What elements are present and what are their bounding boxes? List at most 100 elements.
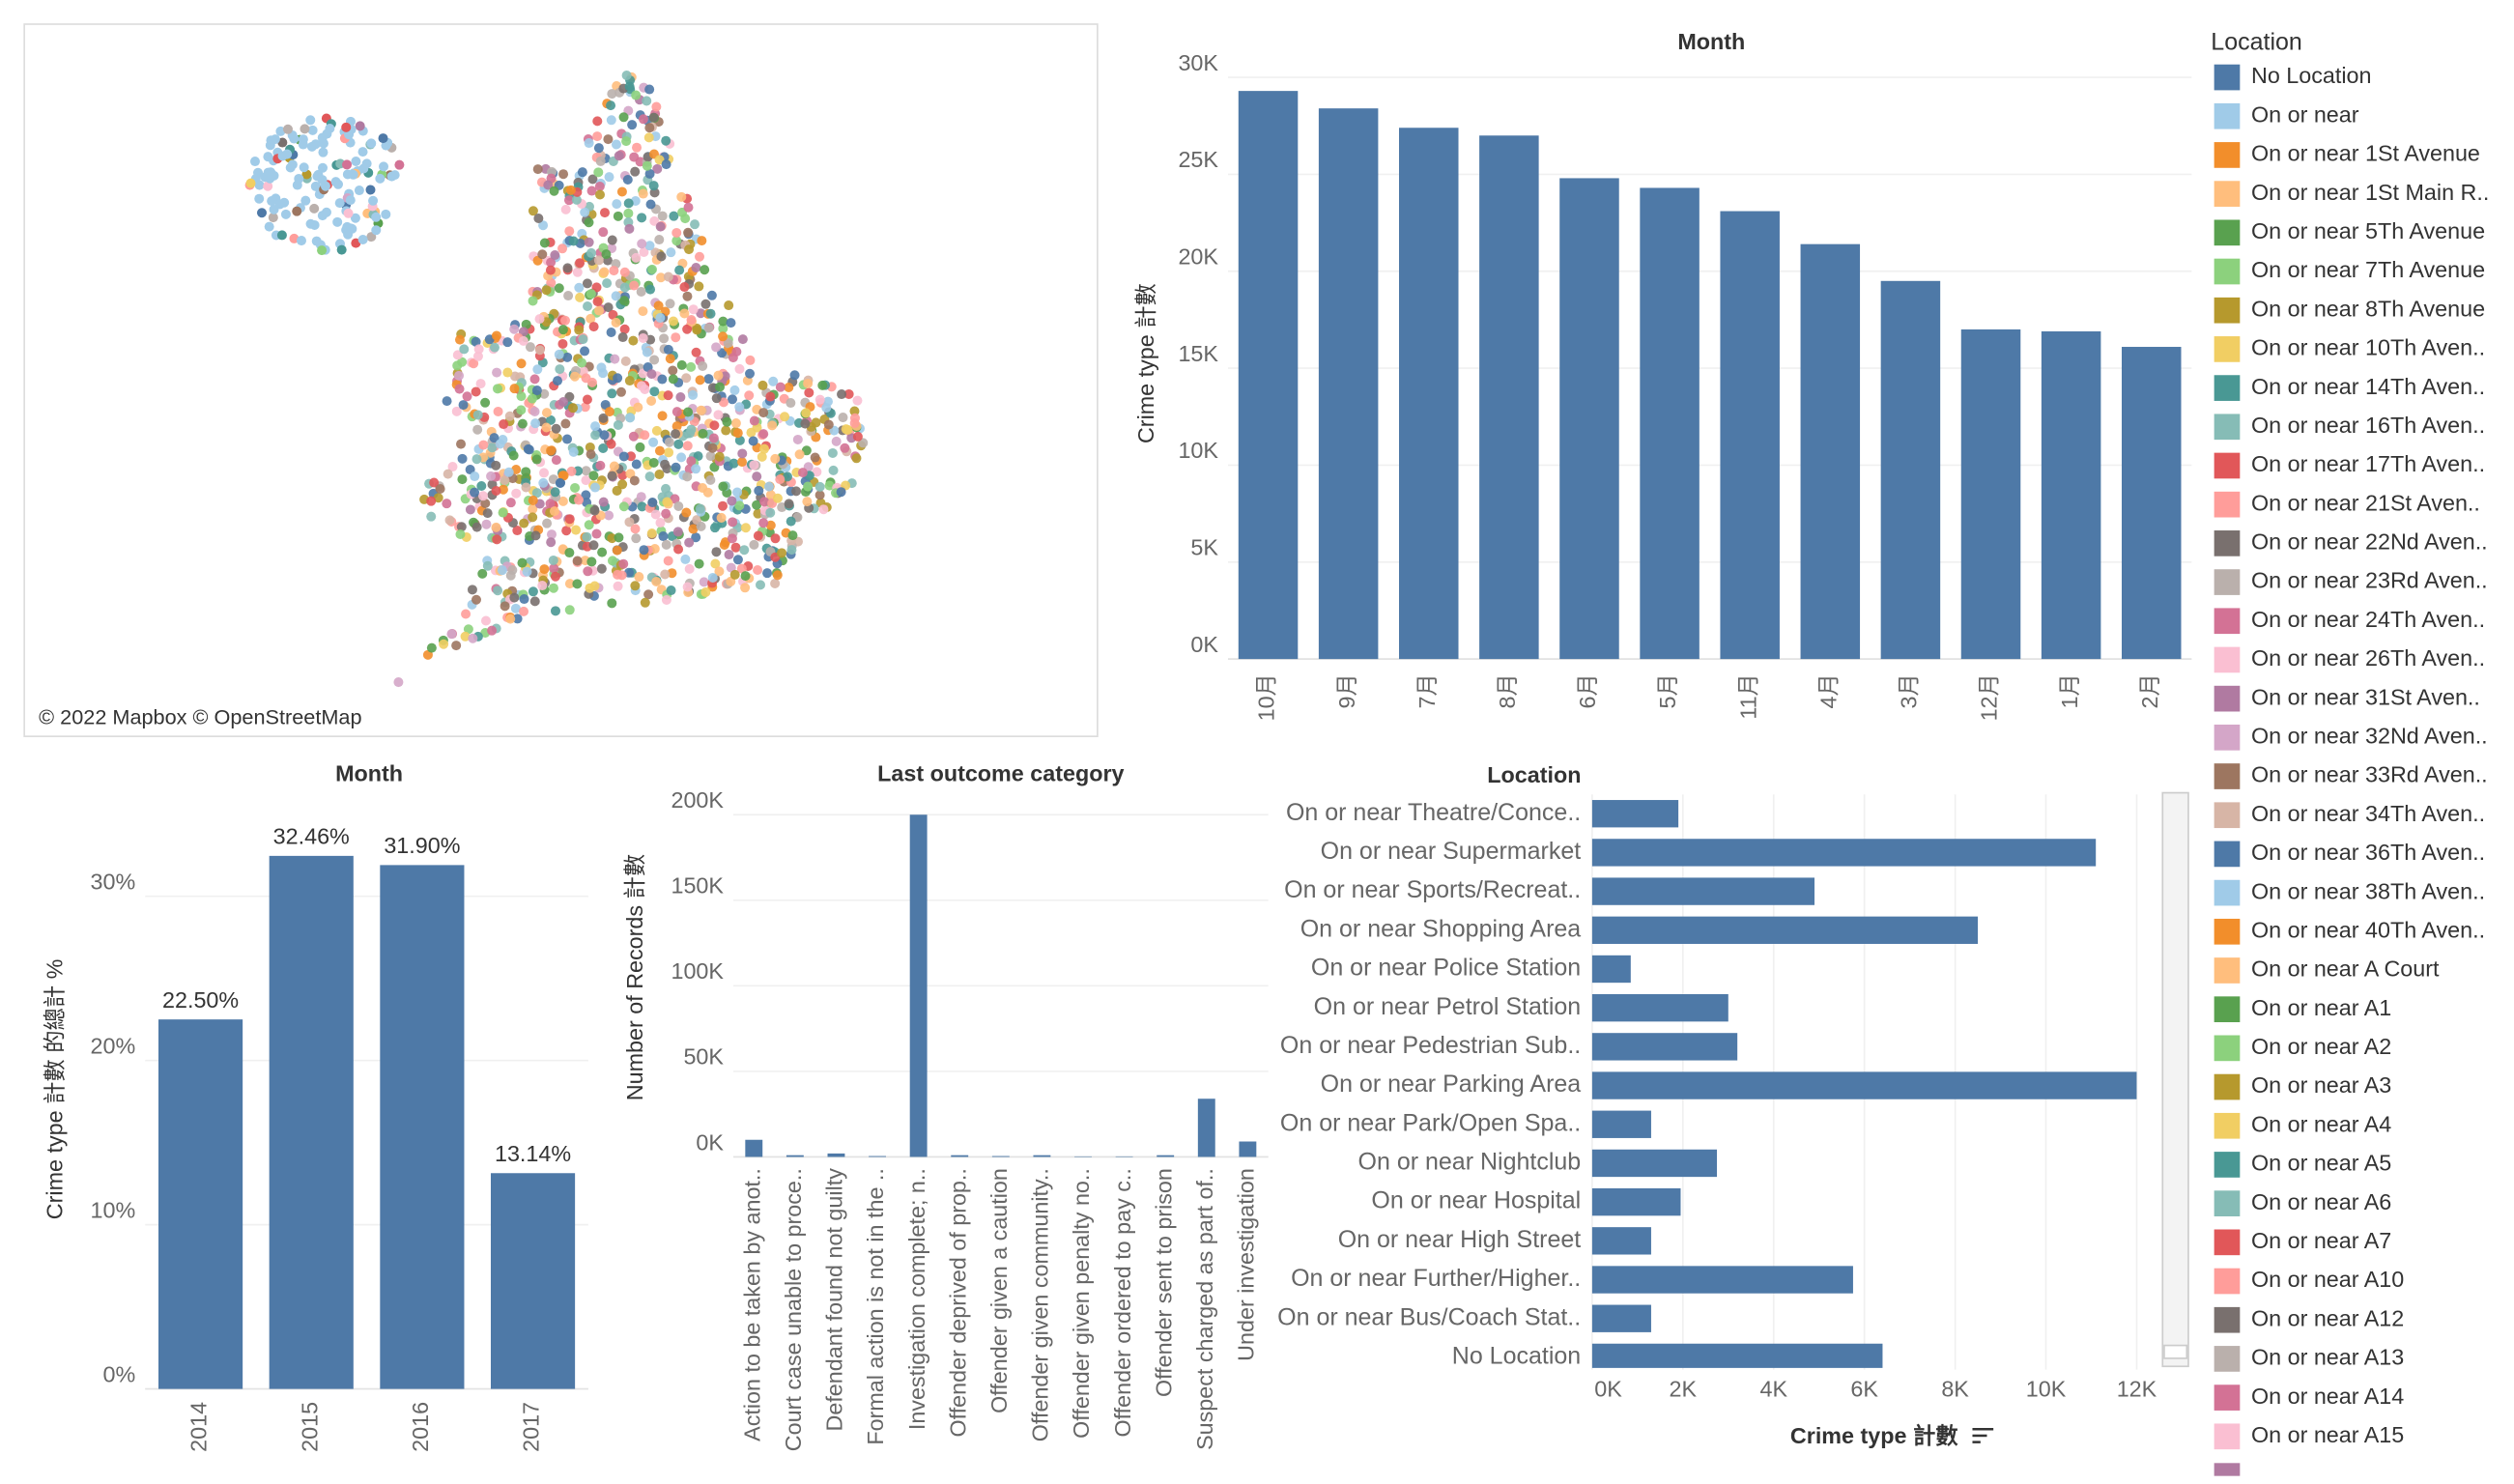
map-dot (379, 161, 389, 172)
x-tick-label: Offender ordered to pay c.. (1110, 1168, 1135, 1437)
y-tick-label: On or near Hospital (1371, 1187, 1581, 1214)
map-dot (457, 474, 468, 485)
bar (2121, 347, 2182, 660)
map-dot (553, 376, 563, 386)
map-dot (654, 445, 665, 456)
map-dot (268, 213, 278, 223)
map-dot (772, 570, 783, 581)
map-dot (309, 219, 320, 230)
map-dot (661, 594, 671, 605)
map-dot (631, 90, 642, 100)
map-dot (777, 548, 787, 558)
map-dot (586, 289, 596, 300)
map-dot (590, 430, 601, 441)
map-dot (716, 512, 727, 523)
sort-icon[interactable] (1972, 1428, 1994, 1443)
map-dot (546, 445, 557, 456)
map-dot (744, 390, 755, 401)
map-dot (597, 547, 608, 557)
map-dot (789, 370, 800, 381)
map-dot (655, 518, 666, 528)
map-dot (471, 386, 481, 397)
map-dot (851, 453, 862, 464)
map-dot (749, 539, 759, 550)
map-dot (691, 263, 701, 273)
map-dot (673, 439, 684, 449)
map-dot (651, 576, 662, 586)
map-dot (545, 499, 556, 509)
map-dot (499, 419, 509, 430)
map-dot (654, 235, 665, 245)
map-dot (780, 412, 790, 422)
legend-label: On or near A10 (2251, 1267, 2404, 1292)
map-dot (729, 569, 740, 580)
map-dot (646, 369, 657, 380)
map-dot (558, 169, 569, 180)
legend-swatch (2214, 219, 2241, 246)
map-dot (572, 579, 583, 589)
map-dot (663, 390, 673, 401)
map-dot (521, 482, 531, 493)
map-dot (478, 440, 489, 450)
legend-label: No Location (2251, 63, 2372, 88)
x-tick-label: Suspect charged as part of.. (1192, 1168, 1217, 1450)
bar (1239, 1141, 1257, 1157)
x-tick-label: Action to be taken by anot.. (739, 1168, 764, 1441)
map-dot (537, 249, 548, 260)
map-dot (451, 406, 462, 416)
map-dot (713, 410, 724, 420)
map-dot (528, 512, 538, 523)
map-dot (696, 308, 706, 319)
map-dot (737, 457, 748, 468)
map-dot (765, 520, 776, 530)
chart-title: Last outcome category (877, 760, 1124, 785)
scrollbar-thumb[interactable] (2163, 1344, 2188, 1359)
map-dot (718, 397, 728, 408)
map-dot (671, 236, 682, 246)
map-dot (570, 482, 581, 493)
map-dot (577, 357, 587, 368)
map-dot (688, 304, 699, 315)
map-dot (613, 211, 623, 221)
map-dot (612, 199, 622, 210)
map-dot (543, 180, 554, 190)
map-dot (625, 413, 636, 423)
map-dot (831, 436, 842, 446)
map-dot (546, 537, 557, 548)
map-dot (366, 138, 377, 149)
map-dot (757, 380, 768, 390)
map-dot (653, 300, 664, 311)
map-dot (586, 313, 596, 324)
map-dot (628, 431, 639, 442)
map-dot (460, 631, 471, 642)
x-tick-label: Investigation complete; n.. (904, 1168, 929, 1430)
map-dot (679, 282, 690, 293)
map-dot (794, 449, 805, 460)
map-dot (287, 159, 298, 170)
x-tick-label: 6K (1850, 1376, 1878, 1401)
map-dot (753, 564, 763, 575)
map-dot (602, 278, 613, 289)
map-dot (537, 581, 548, 591)
map-dot (661, 159, 671, 170)
map-dot (737, 448, 748, 459)
map-dot (740, 571, 751, 582)
y-tick-label: 100K (671, 958, 724, 984)
map-dot (615, 386, 626, 397)
map-dot (624, 517, 635, 528)
map-dot (491, 460, 501, 471)
map-dot (764, 481, 775, 492)
legend-label: On or near 22Nd Aven.. (2251, 529, 2488, 555)
map-dot (622, 175, 633, 186)
map-dot (575, 292, 586, 302)
map-dot (607, 89, 617, 100)
legend-swatch (2214, 802, 2241, 829)
map-dot (577, 167, 587, 178)
bar (1074, 1156, 1092, 1157)
scrollbar[interactable] (2161, 791, 2189, 1368)
map-dot (560, 418, 571, 429)
map-dot (646, 395, 657, 406)
legend-label: On or near A Court (2251, 956, 2440, 982)
x-tick-label: 2014 (186, 1402, 212, 1452)
map-dot (598, 413, 609, 423)
